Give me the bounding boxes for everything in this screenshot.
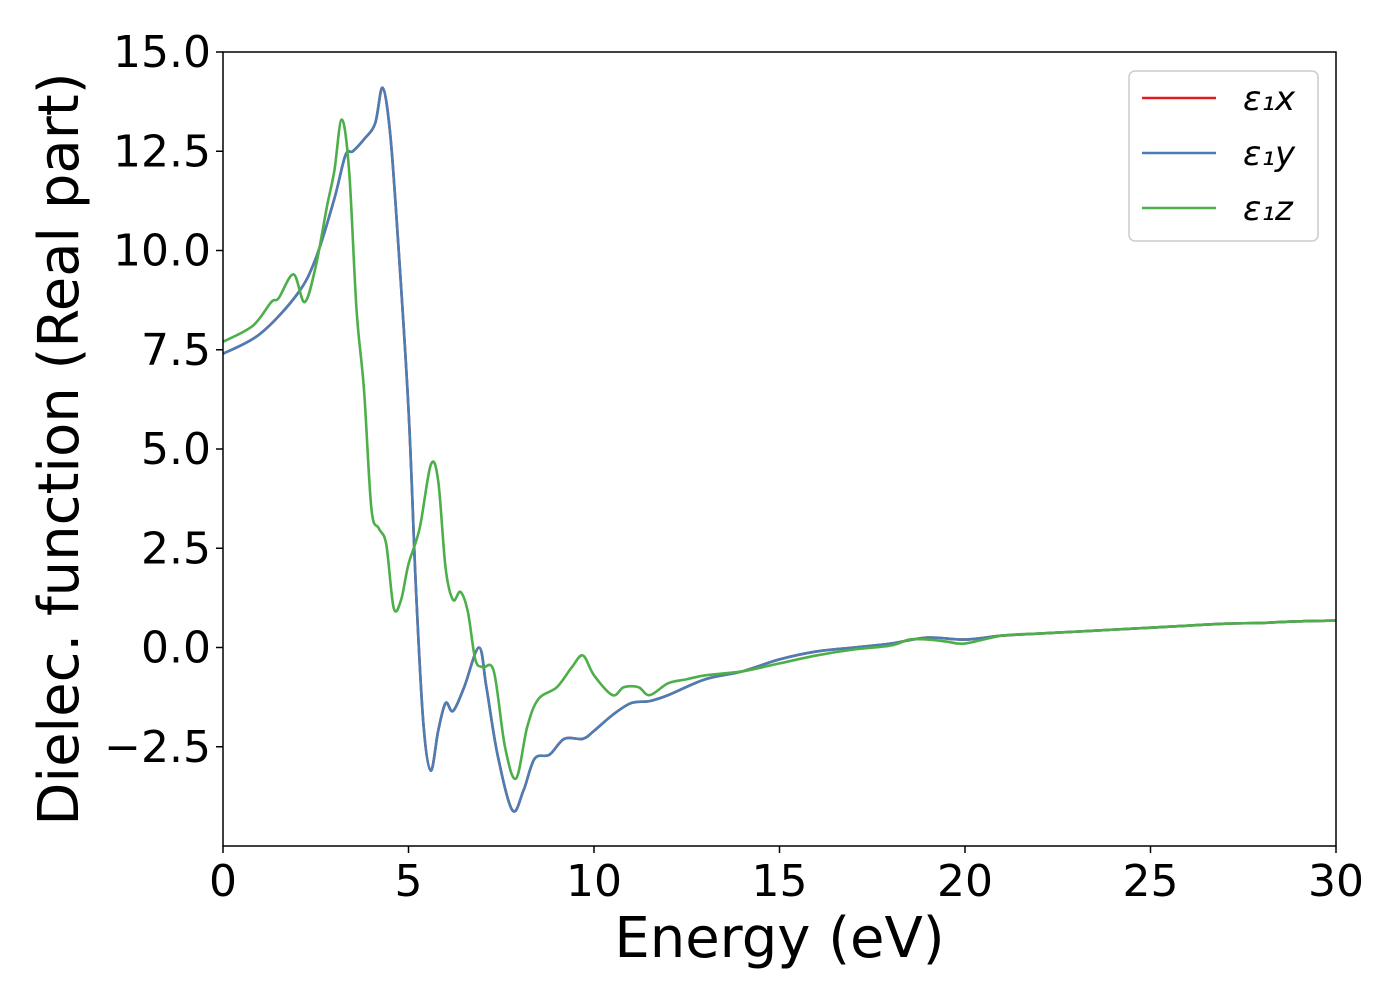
y-tick-label: 2.5 (141, 523, 211, 574)
series-line-3 (223, 118, 1336, 781)
y-axis: −2.5 0.0 2.5 5.0 7.5 10.0 12.5 15.0 (104, 27, 223, 773)
x-tick-label: 10 (566, 856, 622, 907)
legend-label: ε₁x (1243, 79, 1296, 119)
y-tick-label: 10.0 (113, 226, 211, 277)
y-tick-label: 12.5 (113, 126, 211, 177)
y-tick-label: −2.5 (104, 722, 211, 773)
x-tick-label: 0 (209, 856, 237, 907)
y-axis-label: Dielec. function (Real part) (27, 72, 92, 825)
legend-label: ε₁z (1243, 189, 1294, 229)
x-axis: 0 5 10 15 20 25 30 (209, 846, 1364, 907)
y-tick-label: 7.5 (141, 325, 211, 376)
plot-area (223, 86, 1336, 813)
x-tick-label: 25 (1123, 856, 1179, 907)
legend-label: ε₁y (1243, 134, 1296, 174)
legend-box (1128, 70, 1319, 242)
x-tick-label: 20 (937, 856, 993, 907)
y-tick-label: 0.0 (141, 623, 211, 674)
x-axis-label: Energy (eV) (614, 906, 944, 971)
x-tick-label: 5 (395, 856, 423, 907)
x-tick-label: 30 (1308, 856, 1364, 907)
legend: ε₁x ε₁y ε₁z (1128, 70, 1319, 242)
y-tick-label: 5.0 (141, 424, 211, 475)
y-tick-label: 15.0 (113, 27, 211, 78)
x-tick-label: 15 (752, 856, 808, 907)
